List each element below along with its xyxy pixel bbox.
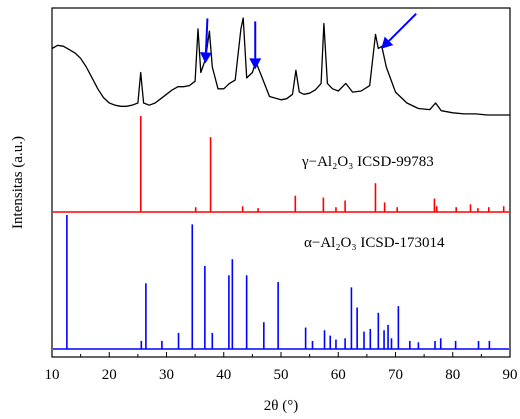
peak-arrow-shaft	[204, 18, 209, 53]
series-1-line	[51, 17, 510, 116]
peak-arrow-head	[199, 52, 212, 64]
x-tick-label: 30	[159, 367, 174, 383]
plot-frame	[51, 7, 511, 358]
alpha-alumina-label: α−Al₂O₃ ICSD-173014	[304, 235, 445, 251]
peak-arrow	[381, 12, 417, 49]
peak-arrow	[199, 18, 212, 64]
y-axis-label: Intensitas (a.u.)	[10, 136, 26, 229]
peak-arrow-shaft	[388, 12, 417, 42]
peak-arrow	[249, 21, 262, 70]
x-tick-label: 80	[445, 367, 460, 383]
peak-arrow-head	[249, 58, 262, 70]
x-tick-label: 90	[503, 367, 518, 383]
gamma-alumina-label: γ−Al₂O₃ ICSD-99783	[301, 154, 434, 170]
x-axis-label: 2θ (°)	[264, 398, 298, 414]
arrow-layer	[199, 12, 417, 70]
x-tick-label: 50	[274, 367, 289, 383]
x-tick-label: 40	[216, 367, 231, 383]
x-axis-ticks: 10 20 30 40 50 60 70 80 90	[45, 352, 518, 383]
x-tick-label: 20	[102, 367, 117, 383]
peak-arrow-head	[381, 36, 394, 49]
x-tick-label: 70	[388, 367, 403, 383]
series-layer	[51, 17, 510, 350]
series-3-pattern	[53, 215, 509, 350]
x-tick-label: 10	[45, 367, 60, 383]
x-tick-label: 60	[331, 367, 346, 383]
series-2-pattern	[53, 116, 509, 213]
